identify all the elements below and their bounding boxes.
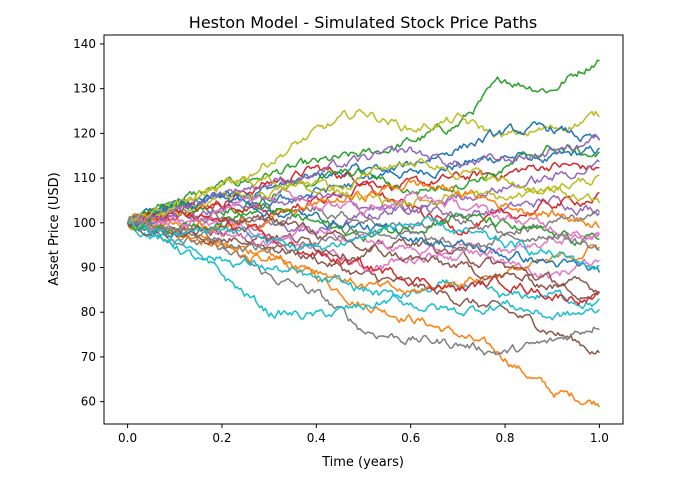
x-tick-label: 0.0 (118, 431, 137, 445)
plot-area (103, 34, 624, 425)
x-axis-ticks: 0.0 0.2 0.4 0.6 0.8 1.0 (118, 424, 609, 445)
chart-title: Heston Model - Simulated Stock Price Pat… (189, 13, 537, 32)
price-path-line (127, 121, 601, 224)
y-tick-label: 120 (73, 126, 96, 140)
y-axis-ticks: 60 70 80 90 100 110 120 130 140 (73, 37, 104, 409)
price-path-line (127, 158, 601, 224)
x-tick-label: 0.6 (401, 431, 420, 445)
y-tick-label: 80 (81, 305, 96, 319)
price-path-line (126, 179, 601, 232)
y-tick-label: 60 (81, 395, 96, 409)
price-path-line (126, 222, 600, 356)
price-path-line (127, 133, 600, 224)
y-tick-label: 110 (73, 171, 96, 185)
price-path-line (126, 219, 601, 408)
price-path-line (126, 206, 601, 237)
x-tick-label: 0.2 (212, 431, 231, 445)
x-tick-label: 0.8 (495, 431, 514, 445)
x-tick-label: 1.0 (590, 431, 609, 445)
y-tick-label: 90 (81, 261, 96, 275)
price-path-line (127, 215, 600, 270)
x-tick-label: 0.4 (307, 431, 326, 445)
price-path-line (127, 214, 600, 279)
axes-frame (103, 34, 624, 425)
y-tick-label: 130 (73, 82, 96, 96)
price-path-line (126, 180, 600, 236)
price-path-line (127, 222, 600, 294)
y-tick-label: 70 (81, 350, 96, 364)
price-path-line (126, 214, 601, 301)
x-axis-label: Time (years) (321, 455, 404, 470)
y-tick-label: 100 (73, 216, 96, 230)
price-path-line (126, 187, 600, 242)
y-axis-label: Asset Price (USD) (47, 172, 62, 285)
y-tick-label: 140 (73, 37, 96, 51)
price-path-line (126, 209, 600, 306)
series-lines (126, 59, 601, 408)
price-path-line (126, 217, 600, 321)
price-path-line (126, 217, 601, 296)
